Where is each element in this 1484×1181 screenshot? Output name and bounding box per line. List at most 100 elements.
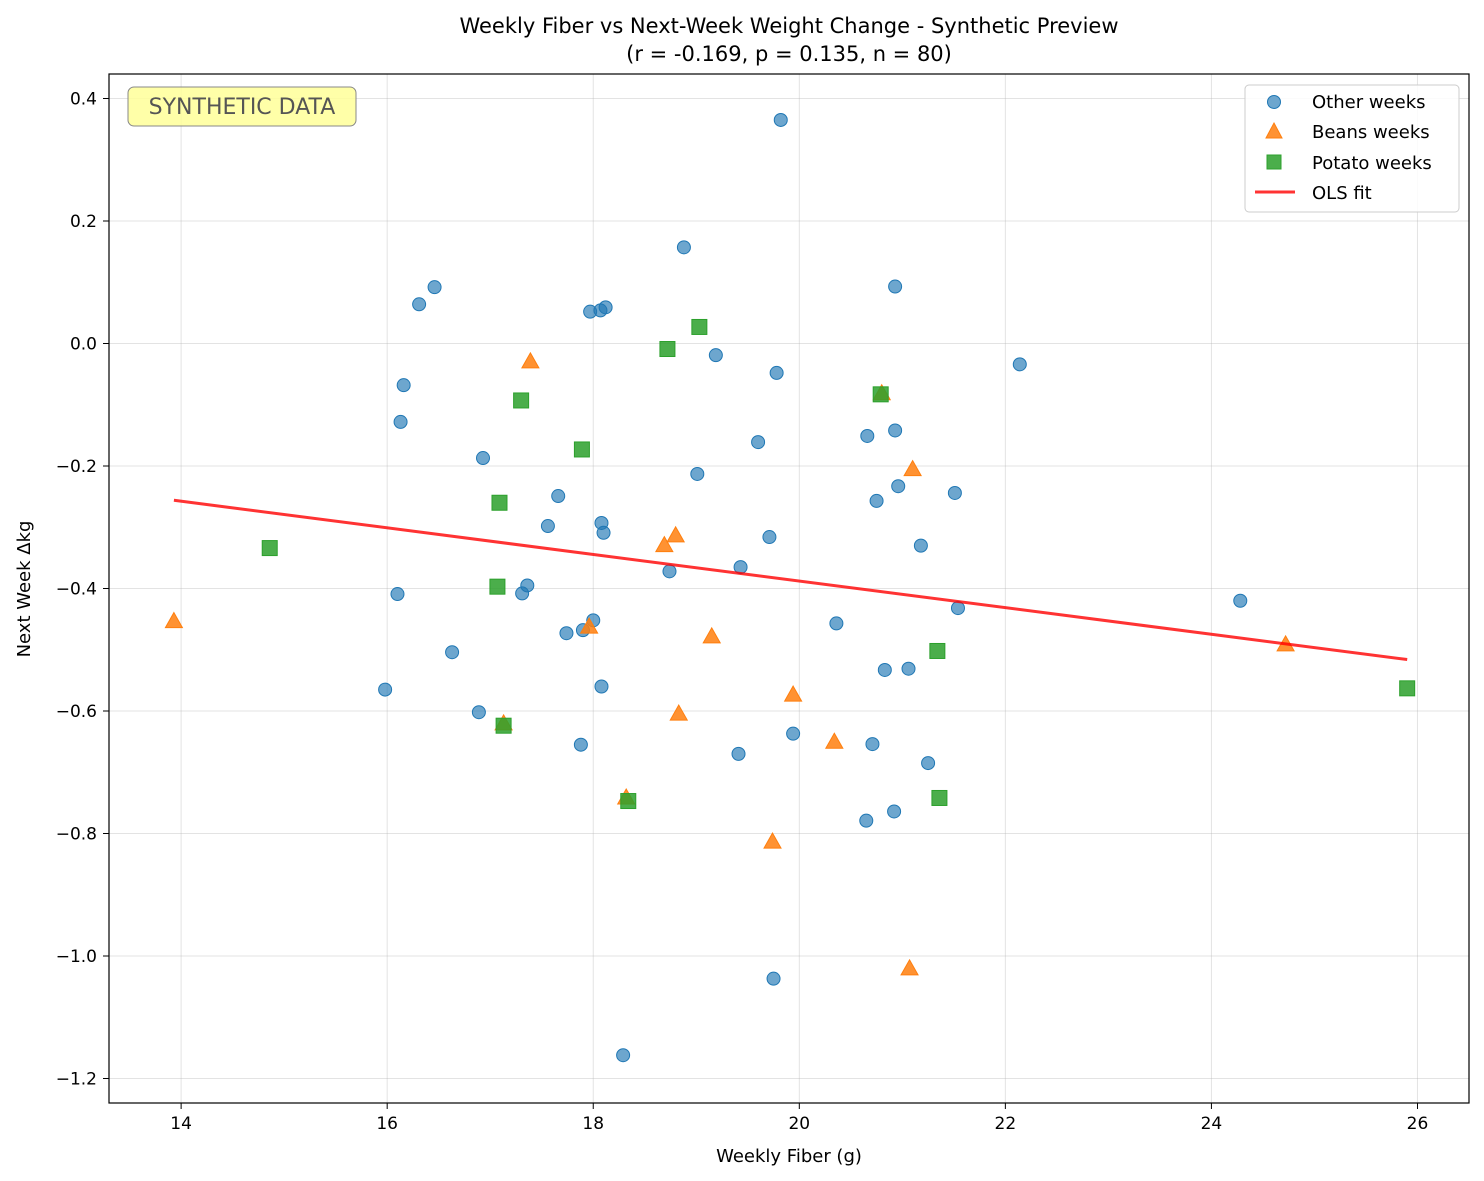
- other-week-point: [598, 300, 613, 315]
- y-tick-label: 0.2: [70, 212, 97, 232]
- other-week-point: [869, 493, 884, 508]
- other-week-point: [676, 240, 691, 255]
- other-week-point: [594, 679, 609, 694]
- y-tick-label: −0.4: [56, 580, 97, 600]
- badge-label: SYNTHETIC DATA: [149, 95, 336, 120]
- other-week-point: [573, 737, 588, 752]
- other-week-point: [921, 756, 936, 771]
- x-tick-label: 24: [1201, 1114, 1223, 1134]
- other-week-point: [412, 297, 427, 312]
- ols-fit-line: [173, 498, 1408, 662]
- beans-week-point: [666, 525, 686, 543]
- other-week-point: [860, 428, 875, 443]
- chart-title: Weekly Fiber vs Next-Week Weight Change …: [459, 14, 1118, 38]
- y-tick-label: −0.6: [56, 702, 97, 722]
- legend-marker-beans: [1265, 121, 1283, 139]
- other-week-point: [662, 564, 677, 579]
- beans-week-point: [521, 351, 540, 369]
- other-week-point: [887, 804, 902, 819]
- y-tick-label: −0.2: [56, 457, 97, 477]
- other-week-point: [596, 525, 611, 540]
- potato-week-point: [1399, 680, 1416, 697]
- potato-week-point: [573, 441, 590, 458]
- fit-line-layer: [173, 498, 1408, 662]
- legend-label-fit: OLS fit: [1312, 183, 1372, 204]
- other-week-point: [888, 423, 903, 438]
- potato-week-point: [620, 793, 637, 810]
- other-week-point: [865, 737, 880, 752]
- x-tick-label: 22: [995, 1114, 1017, 1134]
- grid-lines: [109, 74, 1469, 1103]
- other-week-point: [559, 626, 574, 641]
- other-week-point: [766, 971, 781, 986]
- potato-week-point: [491, 494, 508, 511]
- other-week-point: [540, 519, 555, 534]
- other-week-point: [1012, 357, 1027, 372]
- beans-week-point: [702, 626, 722, 644]
- badge-box: [127, 86, 357, 127]
- other-week-point: [708, 348, 723, 363]
- legend-label-potato: Potato weeks: [1312, 153, 1432, 174]
- potato-week-point: [489, 578, 506, 595]
- legend-label-beans: Beans weeks: [1312, 122, 1430, 143]
- other-week-point: [877, 662, 892, 677]
- other-week-point: [476, 451, 490, 466]
- legend-marker-other: [1267, 95, 1281, 109]
- beans-week-point: [669, 704, 689, 721]
- other-week-point: [773, 112, 788, 127]
- potato-week-point: [691, 318, 708, 335]
- y-tick-label: 0.0: [70, 335, 97, 355]
- chart-subtitle: (r = -0.169, p = 0.135, n = 80): [626, 42, 952, 66]
- legend-marker-potato: [1266, 154, 1282, 170]
- y-tick-label: −0.8: [56, 825, 97, 845]
- other-week-point: [751, 435, 766, 450]
- other-week-point: [396, 378, 411, 393]
- other-week-point: [690, 466, 705, 481]
- other-week-point: [762, 530, 777, 545]
- other-week-point: [445, 645, 460, 660]
- beans-week-point: [654, 535, 674, 553]
- x-tick-label: 26: [1407, 1114, 1429, 1134]
- points-layer: [164, 112, 1416, 1063]
- synthetic-data-badge: SYNTHETIC DATA: [127, 86, 357, 127]
- beans-week-point: [579, 617, 599, 634]
- other-week-point: [390, 587, 405, 602]
- legend: Other weeks Beans weeks Potato weeks OLS…: [1244, 84, 1460, 213]
- other-week-point: [471, 705, 486, 720]
- legend-box: [1244, 84, 1460, 213]
- other-week-point: [891, 479, 906, 494]
- x-axis-ticks: 14 16 18 20 22 24 26: [170, 1103, 1428, 1134]
- y-axis-label: Next Week Δkg: [14, 521, 35, 658]
- y-tick-label: 0.4: [70, 90, 97, 110]
- other-week-point: [888, 279, 903, 294]
- other-week-point: [901, 661, 916, 676]
- x-tick-label: 20: [788, 1114, 810, 1134]
- beans-week-point: [783, 685, 803, 702]
- beans-week-point: [824, 732, 844, 749]
- other-week-point: [378, 682, 393, 697]
- other-week-point: [551, 489, 566, 504]
- other-week-point: [731, 746, 746, 761]
- beans-week-point: [900, 958, 919, 976]
- other-week-point: [913, 538, 928, 553]
- other-week-point: [1233, 593, 1248, 608]
- potato-week-point: [872, 386, 889, 403]
- x-axis-label: Weekly Fiber (g): [716, 1146, 862, 1167]
- other-week-point: [393, 414, 408, 429]
- other-week-point: [616, 1048, 631, 1063]
- other-week-point: [515, 586, 530, 601]
- y-tick-label: −1.2: [56, 1070, 97, 1090]
- other-week-point: [427, 280, 442, 295]
- other-week-point: [947, 485, 962, 500]
- x-tick-label: 18: [582, 1114, 604, 1134]
- potato-week-point: [929, 642, 946, 659]
- other-week-point: [859, 813, 874, 828]
- potato-week-point: [931, 789, 948, 806]
- beans-week-point: [164, 611, 184, 629]
- legend-label-other: Other weeks: [1312, 92, 1426, 113]
- x-tick-label: 14: [170, 1114, 192, 1134]
- potato-week-point: [513, 392, 530, 409]
- y-axis-ticks: 0.4 0.2 0.0 −0.2 −0.4 −0.6 −0.8 −1.0 −1.2: [56, 90, 109, 1090]
